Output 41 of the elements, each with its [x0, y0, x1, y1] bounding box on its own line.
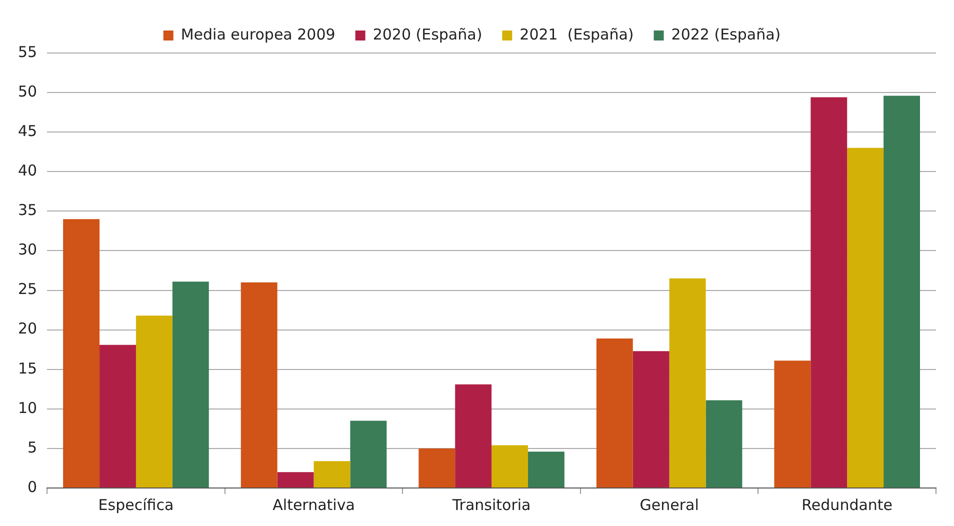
y-tick-label: 55	[18, 42, 38, 61]
legend-label: 2020 (España)	[372, 25, 482, 44]
y-tick-label: 35	[18, 201, 38, 220]
bar	[240, 282, 278, 488]
bar	[884, 96, 920, 488]
bar	[418, 448, 456, 488]
y-tick-label: 0	[28, 478, 38, 496]
bar	[492, 445, 528, 488]
bar	[669, 278, 706, 488]
y-tick-label: 50	[18, 82, 38, 100]
x-tick-label: Alternativa	[272, 496, 355, 514]
bar	[277, 472, 314, 488]
bar	[314, 461, 350, 488]
y-tick-label: 30	[18, 240, 38, 259]
bar	[63, 219, 100, 488]
y-tick-label: 45	[18, 122, 38, 140]
bar	[455, 384, 492, 488]
y-tick-label: 10	[18, 398, 38, 417]
bar	[596, 338, 633, 488]
y-tick-label: 40	[18, 162, 38, 180]
y-tick-label: 15	[18, 359, 38, 378]
y-tick-label: 20	[18, 320, 38, 338]
y-tick-label: 5	[28, 438, 38, 456]
bar	[100, 344, 136, 488]
bar	[847, 148, 884, 488]
bar	[350, 420, 387, 488]
bar	[810, 97, 848, 488]
bar	[528, 452, 564, 488]
legend-label: 2021 (España)	[520, 25, 634, 44]
x-tick-label: General	[640, 496, 699, 514]
legend-label: Media europea 2009	[180, 25, 336, 44]
bar	[706, 400, 742, 488]
bar	[136, 316, 172, 488]
x-tick-label: Redundante	[802, 496, 893, 514]
x-tick-label: Transitoria	[451, 496, 531, 514]
bar	[172, 282, 209, 488]
x-tick-label: Específica	[98, 496, 174, 514]
legend-label: 2022 (España)	[671, 25, 781, 44]
y-tick-label: 25	[18, 280, 38, 298]
bar	[632, 351, 670, 488]
bar	[774, 360, 811, 488]
